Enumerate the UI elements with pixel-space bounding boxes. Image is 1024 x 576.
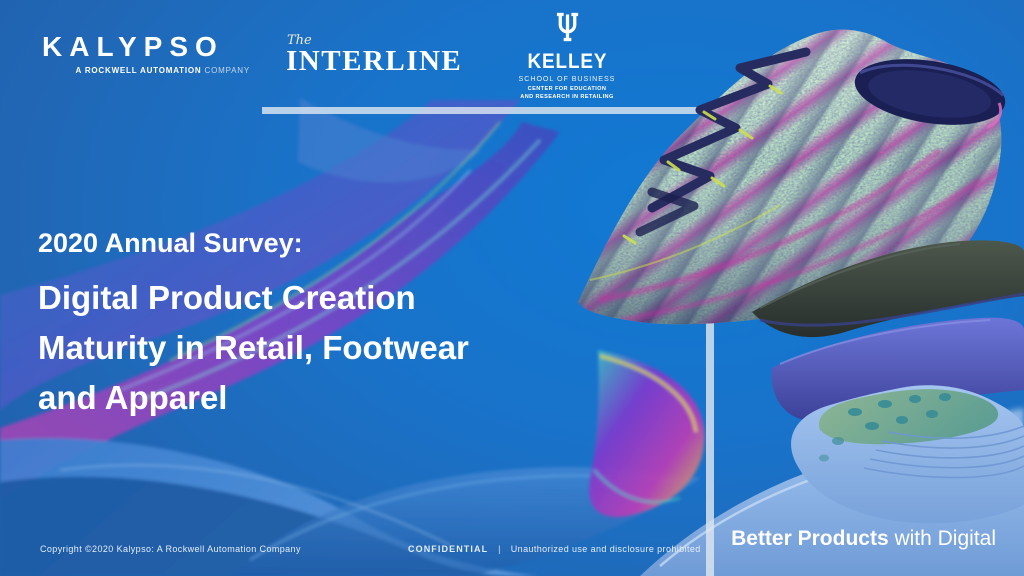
kelley-center-line2: AND RESEARCH IN RETAILING	[520, 93, 614, 100]
iu-trident-icon	[554, 11, 581, 48]
kalypso-logo: KALYPSO A ROCKWELL AUTOMATION COMPANY	[42, 31, 250, 76]
interline-logo: The INTERLINE	[286, 33, 463, 78]
vivid-ribbon	[589, 350, 705, 518]
sneaker-knit-upper	[578, 29, 1006, 325]
clog-sole	[791, 385, 1024, 524]
clog-ridges	[863, 425, 1024, 479]
title-line-1: Digital Product Creation	[38, 279, 416, 317]
insole-layer	[752, 240, 1024, 338]
title-line-2: Maturity in Retail, Footwear	[38, 329, 469, 367]
kalypso-wordmark: KALYPSO	[42, 31, 224, 62]
kelley-wordmark: KELLEY	[527, 50, 607, 73]
shoe-laces	[622, 47, 811, 245]
frame-outline	[262, 107, 714, 576]
confidential-notice: CONFIDENTIAL | Unauthorized use and disc…	[408, 544, 701, 554]
shoe-collar	[854, 59, 1006, 129]
kalypso-tagline: A ROCKWELL AUTOMATION COMPANY	[42, 66, 250, 75]
clog-holes	[819, 393, 951, 462]
kelley-school-of-business: SCHOOL OF BUSINESS	[518, 74, 616, 84]
kalypso-tagline-light: COMPANY	[204, 66, 250, 75]
copyright-notice: Copyright ©2020 Kalypso: A Rockwell Auto…	[40, 544, 301, 554]
clog-deck	[819, 389, 999, 445]
confidential-label: CONFIDENTIAL	[408, 544, 489, 554]
iridescent-ribbons	[0, 98, 700, 576]
kalypso-tagline-bold: A ROCKWELL AUTOMATION	[75, 66, 202, 75]
kelley-center-line1: CENTER FOR EDUCATION	[527, 86, 607, 93]
brand-tagline-rest: with Digital	[888, 527, 996, 550]
kelley-logo: KELLEY SCHOOL OF BUSINESS CENTER FOR EDU…	[503, 11, 631, 101]
title-line-3: and Apparel	[38, 379, 228, 417]
brand-tagline-bold: Better Products	[731, 527, 889, 550]
title-kicker: 2020 Annual Survey:	[38, 228, 303, 258]
confidential-separator: |	[498, 544, 501, 554]
confidential-text: Unauthorized use and disclosure prohibit…	[510, 544, 701, 554]
interline-wordmark: INTERLINE	[286, 45, 463, 77]
interline-the-script: The	[287, 33, 312, 48]
lace-eyelet-accents	[622, 84, 783, 245]
slide-title-block: 2020 Annual Survey: Digital Product Crea…	[38, 228, 469, 423]
kelley-center-lines: CENTER FOR EDUCATION AND RESEARCH IN RET…	[520, 86, 614, 101]
brand-tagline: Better Products with Digital	[731, 527, 996, 551]
